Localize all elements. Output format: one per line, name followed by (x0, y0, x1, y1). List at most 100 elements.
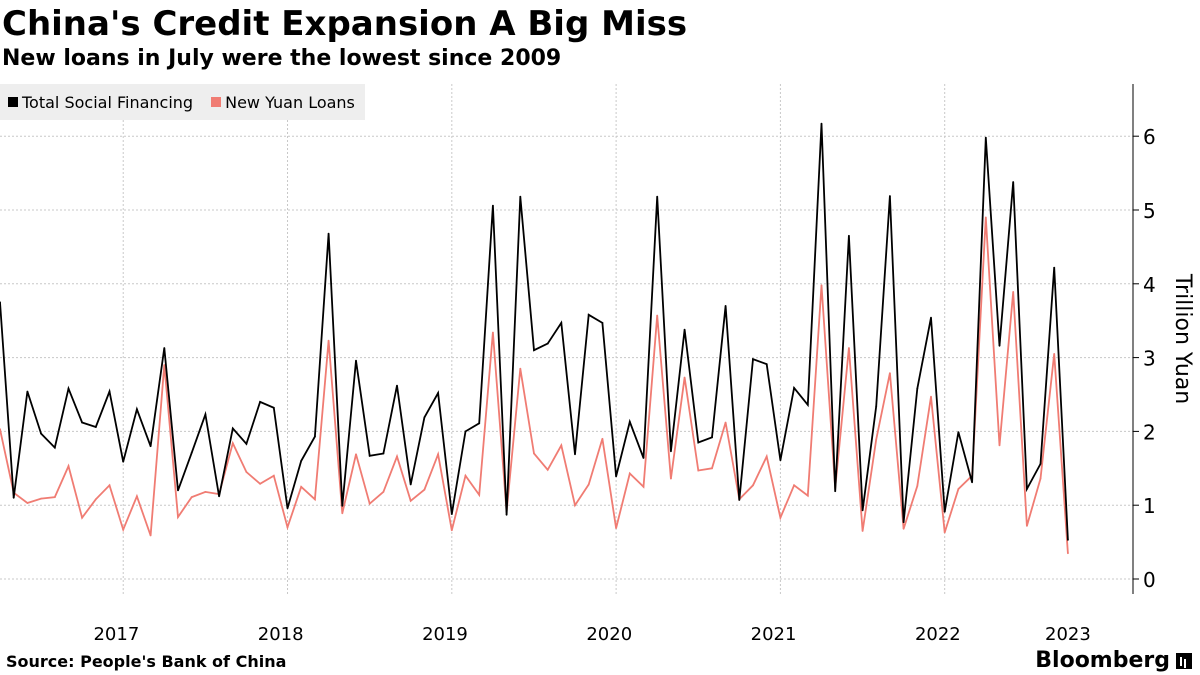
data-point-total-social-financing-2020-09 (642, 457, 645, 459)
data-point-total-social-financing-2019-01 (368, 454, 371, 457)
chart-subtitle: New loans in July were the lowest since … (2, 46, 562, 71)
data-point-new-yuan-loans-2019-04 (409, 499, 412, 502)
data-point-total-social-financing-2017-11 (177, 489, 179, 492)
data-point-total-social-financing-2022-06 (930, 316, 932, 319)
y-tick-label-0: 0 (1143, 568, 1156, 592)
data-point-total-social-financing-2021-07 (779, 459, 782, 462)
data-point-new-yuan-loans-2022-01 (861, 530, 864, 532)
data-point-total-social-financing-2020-10 (656, 195, 659, 198)
data-point-new-yuan-loans-2023-03 (1053, 353, 1056, 355)
data-point-new-yuan-loans-2022-03 (889, 372, 891, 374)
data-point-new-yuan-loans-2017-06 (108, 484, 111, 487)
data-point-total-social-financing-2017-06 (108, 390, 111, 393)
data-point-new-yuan-loans-2019-06 (437, 453, 439, 456)
data-point-new-yuan-loans-2018-11 (341, 512, 344, 515)
data-point-total-social-financing-2022-11 (998, 344, 1001, 347)
data-point-new-yuan-loans-2022-05 (916, 485, 919, 487)
data-point-total-social-financing-2017-05 (94, 426, 97, 428)
data-point-new-yuan-loans-2021-12 (848, 347, 850, 349)
data-point-total-social-financing-2020-03 (560, 322, 563, 324)
data-point-new-yuan-loans-2022-04 (902, 527, 905, 530)
data-point-new-yuan-loans-2020-09 (642, 485, 645, 488)
data-point-new-yuan-loans-2021-07 (779, 516, 782, 519)
chart-legend: Total Social Financing New Yuan Loans (0, 84, 365, 120)
data-point-total-social-financing-2020-12 (683, 328, 686, 331)
data-point-total-social-financing-2017-08 (136, 408, 138, 411)
data-point-total-social-financing-2019-08 (464, 430, 467, 433)
data-point-total-social-financing-2020-04 (574, 453, 576, 456)
data-point-new-yuan-loans-2018-10 (327, 339, 330, 342)
data-point-total-social-financing-2022-07 (943, 510, 946, 513)
data-point-total-social-financing-2019-09 (478, 422, 481, 425)
data-point-total-social-financing-2021-06 (765, 363, 768, 366)
data-point-total-social-financing-2022-10 (984, 136, 987, 139)
data-point-total-social-financing-2016-11 (12, 496, 15, 499)
grid-layer (0, 84, 1133, 594)
data-point-new-yuan-loans-2023-04 (1067, 552, 1069, 555)
source-note: Source: People's Bank of China (6, 652, 287, 671)
data-point-new-yuan-loans-2021-03 (724, 421, 727, 424)
data-point-new-yuan-loans-2017-04 (81, 516, 83, 519)
data-point-new-yuan-loans-2022-02 (875, 438, 878, 441)
legend-swatch-total-social-financing (8, 97, 18, 107)
data-point-new-yuan-loans-2018-06 (272, 474, 275, 477)
data-point-new-yuan-loans-2017-11 (177, 516, 179, 518)
data-point-new-yuan-loans-2017-12 (190, 496, 193, 498)
y-tick-label-6: 6 (1143, 125, 1156, 149)
data-point-total-social-financing-2019-10 (492, 204, 494, 207)
axis-layer: 0 1 2 3 4 5 6 2017 2018 2019 2020 2021 2022 2023 Trill… (93, 84, 1195, 645)
data-point-total-social-financing-2022-02 (875, 405, 878, 408)
data-point-total-social-financing-2022-08 (957, 431, 960, 433)
y-tick-label-1: 1 (1143, 494, 1156, 518)
data-point-new-yuan-loans-2022-07 (943, 531, 946, 534)
data-point-total-social-financing-2019-07 (450, 513, 453, 515)
series-line-total-social-financing (0, 123, 1069, 540)
y-tick-label-5: 5 (1143, 199, 1156, 223)
data-point-new-yuan-loans-2017-03 (67, 465, 70, 467)
data-point-total-social-financing-2020-02 (546, 342, 549, 345)
data-point-total-social-financing-2020-07 (615, 475, 617, 478)
data-point-total-social-financing-2021-01 (697, 441, 700, 444)
data-point-new-yuan-loans-2021-02 (711, 467, 713, 470)
data-point-total-social-financing-2022-05 (916, 387, 919, 390)
data-point-total-social-financing-2018-11 (341, 505, 344, 507)
data-point-total-social-financing-2018-06 (272, 406, 275, 409)
data-point-new-yuan-loans-2020-03 (560, 444, 563, 447)
data-point-new-yuan-loans-2017-09 (149, 534, 152, 537)
data-point-total-social-financing-2018-07 (286, 507, 289, 510)
data-point-new-yuan-loans-2019-03 (396, 455, 398, 458)
y-axis-label: Trillion Yuan (1170, 273, 1195, 404)
data-point-total-social-financing-2016-12 (26, 390, 29, 393)
data-point-total-social-financing-2023-01 (1026, 488, 1028, 490)
data-point-total-social-financing-2018-02 (218, 495, 221, 498)
data-point-total-social-financing-2020-01 (533, 349, 535, 352)
data-point-new-yuan-loans-2018-01 (204, 491, 207, 493)
data-point-new-yuan-loans-2023-02 (1039, 477, 1042, 480)
data-point-total-social-financing-2017-04 (81, 421, 83, 424)
data-point-total-social-financing-2020-08 (628, 420, 631, 423)
data-point-total-social-financing-2018-01 (204, 413, 207, 416)
data-point-new-yuan-loans-2019-08 (464, 474, 467, 477)
data-point-total-social-financing-2017-03 (67, 387, 70, 390)
data-point-total-social-financing-2017-01 (40, 432, 42, 435)
data-point-total-social-financing-2021-04 (738, 499, 741, 501)
data-point-new-yuan-loans-2021-06 (765, 455, 768, 458)
data-point-total-social-financing-2019-04 (409, 483, 412, 486)
data-point-total-social-financing-2017-09 (149, 445, 152, 448)
data-point-new-yuan-loans-2019-09 (478, 494, 481, 496)
data-point-total-social-financing-2021-02 (711, 436, 713, 439)
data-point-new-yuan-loans-2021-05 (752, 484, 754, 487)
legend-label-new-yuan-loans: New Yuan Loans (225, 92, 355, 112)
x-tick-label-2017: 2017 (93, 624, 139, 645)
data-point-new-yuan-loans-2018-03 (231, 442, 234, 445)
data-point-total-social-financing-2023-03 (1053, 266, 1056, 269)
data-point-total-social-financing-2022-01 (861, 509, 864, 512)
data-point-total-social-financing-2016-10 (0, 301, 1, 304)
legend-item-new-yuan-loans: New Yuan Loans (211, 93, 355, 112)
data-point-new-yuan-loans-2021-01 (697, 469, 700, 472)
x-tick-label-2023: 2023 (1045, 624, 1091, 645)
data-point-total-social-financing-2019-03 (396, 384, 398, 387)
data-point-new-yuan-loans-2022-08 (957, 488, 960, 490)
x-tick-label-2021: 2021 (751, 624, 797, 645)
series-layer (0, 122, 1069, 555)
